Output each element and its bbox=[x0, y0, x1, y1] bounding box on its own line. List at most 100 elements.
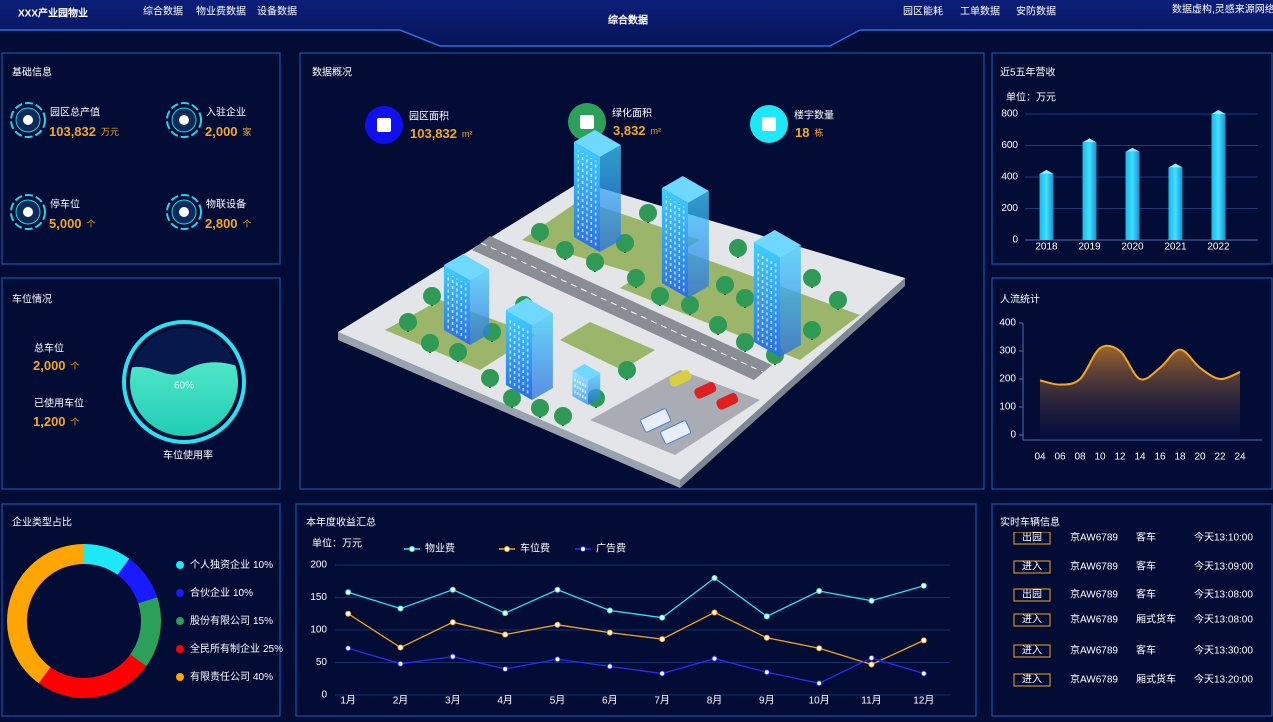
icon-glyph bbox=[23, 115, 33, 125]
x-tick-label: 2022 bbox=[1207, 242, 1230, 253]
page-title: 综合数据 bbox=[608, 14, 648, 27]
nav-item[interactable]: 综合数据 bbox=[143, 5, 183, 18]
line bbox=[347, 611, 925, 666]
icon-glyph bbox=[179, 115, 189, 125]
y-tick-label: 200 bbox=[999, 374, 1016, 385]
stat-value: 2,000 个 bbox=[33, 358, 80, 373]
plate: 京AW6789 bbox=[1070, 588, 1118, 601]
x-tick-label: 5月 bbox=[550, 695, 566, 707]
tree bbox=[481, 369, 499, 387]
tree bbox=[709, 316, 727, 334]
icon-glyph bbox=[377, 118, 391, 132]
time: 今天13:08:00 bbox=[1194, 613, 1253, 626]
building-left bbox=[753, 242, 780, 357]
panel bbox=[1, 503, 281, 717]
gauge-ring bbox=[122, 320, 246, 444]
tree bbox=[399, 313, 417, 331]
point bbox=[920, 637, 927, 644]
x-tick-label: 7月 bbox=[654, 695, 670, 707]
building-top bbox=[661, 176, 709, 203]
x-tick-label: 14 bbox=[1134, 452, 1146, 463]
x-tick-label: 08 bbox=[1074, 452, 1086, 463]
gauge-caption: 车位使用率 bbox=[163, 449, 213, 462]
legend-label: 股份有限公司 15% bbox=[190, 614, 273, 627]
donut-slice bbox=[84, 544, 130, 575]
point bbox=[397, 644, 404, 651]
point bbox=[606, 607, 613, 614]
unit-label: 单位：万元 bbox=[1006, 91, 1056, 104]
legend-value: 40% bbox=[253, 672, 273, 683]
stat-label: 楼宇数量 bbox=[794, 109, 834, 122]
building-left bbox=[443, 265, 470, 345]
y-tick-label: 100 bbox=[310, 625, 327, 636]
bar bbox=[1211, 114, 1226, 240]
building-top bbox=[573, 130, 621, 157]
y-tick-label: 300 bbox=[999, 346, 1016, 357]
value: 103,832 bbox=[49, 124, 96, 139]
vehicle-type: 厢式货车 bbox=[1136, 613, 1176, 626]
legend-name: 股份有限公司 bbox=[190, 614, 250, 627]
legend-value: 25% bbox=[263, 644, 283, 655]
unit: 万元 bbox=[101, 127, 119, 137]
icon-ring bbox=[10, 194, 46, 230]
status-badge bbox=[1013, 560, 1051, 574]
unit: 个 bbox=[71, 361, 80, 371]
point bbox=[711, 655, 718, 662]
parking-lot bbox=[590, 370, 760, 455]
tree bbox=[554, 407, 572, 425]
stat-label: 入驻企业 bbox=[206, 106, 246, 119]
nav-item[interactable]: 安防数据 bbox=[1016, 5, 1056, 18]
line bbox=[347, 577, 925, 619]
icon-glyph bbox=[762, 117, 776, 131]
tree bbox=[716, 276, 734, 294]
tree bbox=[627, 269, 645, 287]
unit: 栋 bbox=[814, 127, 823, 138]
time: 今天13:30:00 bbox=[1194, 644, 1253, 657]
nav-item[interactable]: 工单数据 bbox=[960, 5, 1000, 18]
point bbox=[711, 609, 718, 616]
status-badge bbox=[1013, 613, 1051, 627]
panel bbox=[299, 52, 985, 490]
point bbox=[816, 680, 823, 687]
unit: 家 bbox=[243, 126, 252, 137]
bar-cap bbox=[1039, 169, 1054, 174]
point bbox=[449, 653, 456, 660]
vehicle-type: 客车 bbox=[1136, 531, 1156, 544]
point bbox=[345, 589, 352, 596]
plate: 京AW6789 bbox=[1070, 644, 1118, 657]
nav-item[interactable]: 物业费数据 bbox=[196, 5, 246, 18]
y-tick-label: 400 bbox=[999, 318, 1016, 329]
icon-glyph bbox=[23, 207, 33, 217]
point bbox=[920, 582, 927, 589]
tree bbox=[651, 287, 669, 305]
road-mark bbox=[480, 242, 764, 373]
value: 1,200 bbox=[33, 414, 66, 429]
plate: 京AW6789 bbox=[1070, 673, 1118, 686]
plate: 京AW6789 bbox=[1070, 531, 1118, 544]
building-top bbox=[443, 254, 490, 280]
x-tick-label: 2月 bbox=[393, 695, 409, 707]
panel bbox=[1, 277, 281, 490]
legend-swatch bbox=[176, 645, 184, 653]
building-left bbox=[505, 310, 532, 400]
status: 出园 bbox=[1022, 588, 1042, 601]
truck bbox=[660, 420, 692, 445]
stat-label: 停车位 bbox=[50, 198, 80, 211]
legend-value: 15% bbox=[253, 616, 273, 627]
building-top bbox=[753, 230, 801, 257]
nav-item[interactable]: 设备数据 bbox=[257, 5, 297, 18]
point bbox=[397, 660, 404, 667]
value: 103,832 bbox=[410, 126, 457, 141]
status: 进入 bbox=[1022, 561, 1042, 573]
nav-item[interactable]: 园区能耗 bbox=[903, 5, 943, 18]
y-tick-label: 50 bbox=[316, 657, 328, 668]
point bbox=[763, 634, 770, 641]
tree bbox=[639, 204, 657, 222]
x-tick-label: 11月 bbox=[861, 695, 881, 707]
y-tick-label: 150 bbox=[310, 592, 327, 603]
header-line bbox=[0, 29, 1273, 47]
plate: 京AW6789 bbox=[1070, 560, 1118, 573]
point bbox=[816, 588, 823, 594]
legend-name: 合伙企业 bbox=[190, 586, 230, 599]
